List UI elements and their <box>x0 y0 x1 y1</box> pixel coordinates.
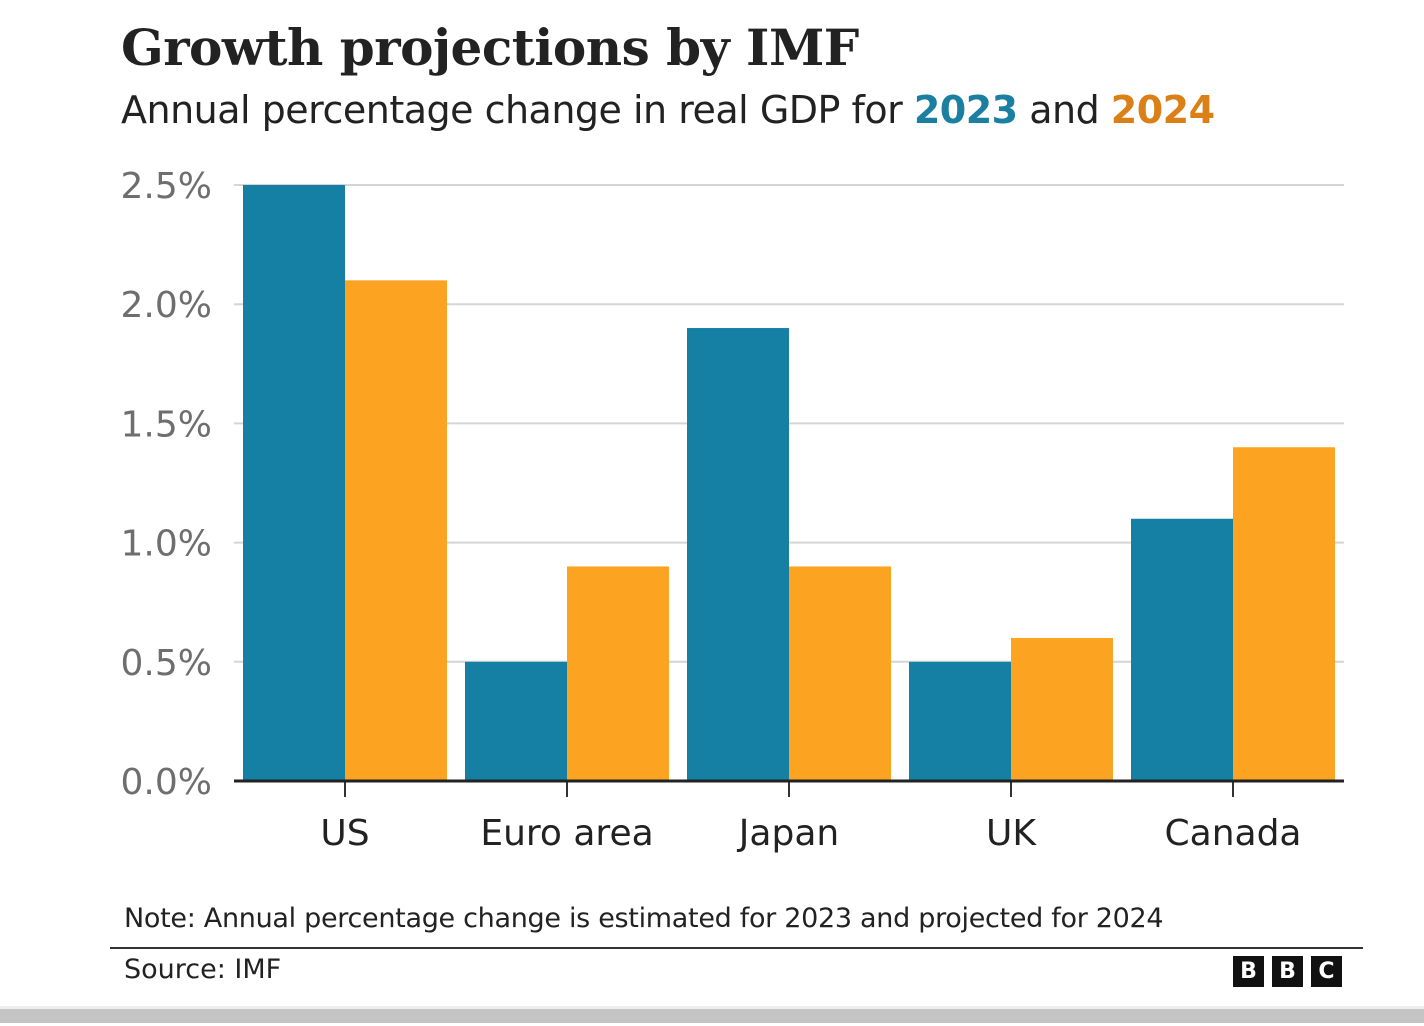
bar-2024 <box>1233 447 1335 781</box>
bbc-logo: B B C <box>1233 956 1342 987</box>
bar-2024 <box>345 280 447 781</box>
chart-title: Growth projections by IMF <box>121 18 859 77</box>
bbc-logo-letter: B <box>1272 956 1303 987</box>
bar-2023 <box>1131 518 1233 781</box>
legend-2024: 2024 <box>1110 88 1215 132</box>
bar-2024 <box>789 566 891 781</box>
bar-chart: 0.0% 0.5% 1.0% 1.5% 2.0% 2.5% US Euro area Japan… <box>121 166 1344 854</box>
legend-2023: 2023 <box>913 88 1018 132</box>
chart-source: Source: IMF <box>124 954 282 985</box>
subtitle-text: Annual percentage change in real GDP for <box>121 88 914 132</box>
chart-subtitle: Annual percentage change in real GDP for… <box>121 88 1215 132</box>
x-tick-label: US <box>320 813 369 854</box>
x-tick-label: Canada <box>1165 813 1302 854</box>
subtitle-and: and <box>1017 88 1111 132</box>
x-tick-label: UK <box>986 813 1037 854</box>
y-tick-label: 0.5% <box>121 643 212 684</box>
y-tick-label: 1.0% <box>121 524 212 565</box>
y-tick-label: 1.5% <box>121 404 212 445</box>
bar-2023 <box>909 661 1011 781</box>
footer-divider <box>110 947 1363 949</box>
x-tick-label: Euro area <box>480 813 653 854</box>
bar-2024 <box>1011 637 1113 781</box>
y-tick-label: 2.5% <box>121 166 212 207</box>
bar-2024 <box>567 566 669 781</box>
bbc-logo-letter: B <box>1233 956 1264 987</box>
x-tick-label: Japan <box>737 813 839 854</box>
bar-2023 <box>687 328 789 781</box>
scrollbar[interactable] <box>0 1006 1424 1023</box>
bar-2023 <box>465 661 567 781</box>
y-tick-label: 0.0% <box>121 762 212 803</box>
bar-2023 <box>243 185 345 781</box>
chart-note: Note: Annual percentage change is estima… <box>124 903 1164 934</box>
bbc-logo-letter: C <box>1311 956 1342 987</box>
y-tick-label: 2.0% <box>121 285 212 326</box>
